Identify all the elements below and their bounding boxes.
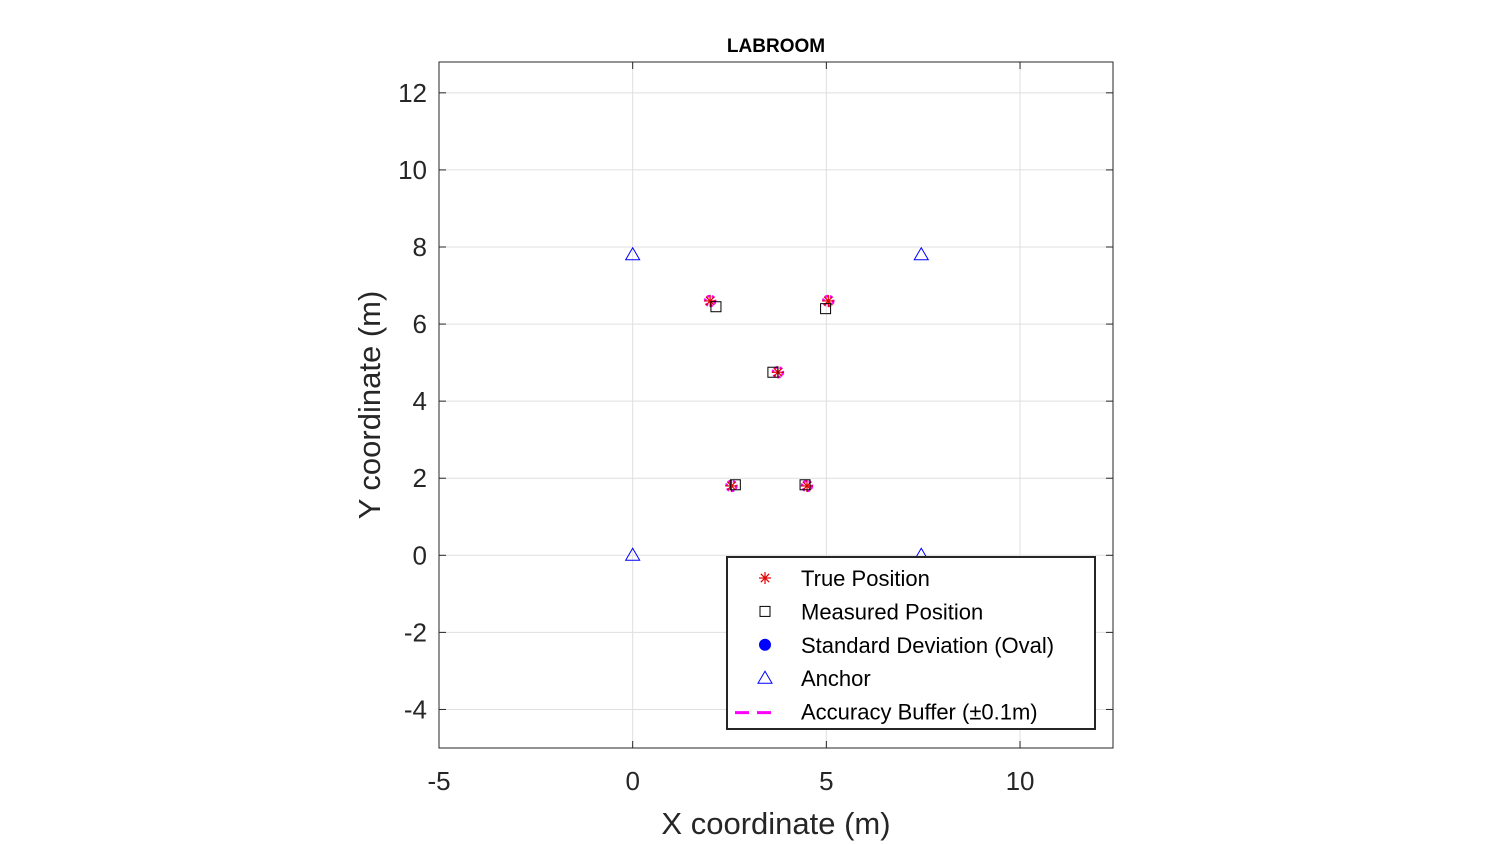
- y-tick-label: 0: [413, 540, 427, 570]
- y-tick-label: 10: [398, 155, 427, 185]
- x-tick-label: -5: [427, 766, 450, 796]
- x-axis-label: X coordinate (m): [661, 806, 890, 841]
- data-series: [624, 246, 930, 561]
- y-tick-label: 2: [413, 463, 427, 493]
- legend-entry: Anchor: [757, 666, 871, 691]
- legend-square-icon: [759, 605, 771, 617]
- asterisk-stroke: [726, 481, 737, 491]
- asterisk-stroke: [760, 573, 770, 583]
- legend-triangle-icon: [757, 670, 773, 684]
- triangle-point: [624, 246, 641, 261]
- legend: True Position Measured Position Standard D…: [726, 556, 1096, 730]
- y-tick-label: 6: [413, 309, 427, 339]
- legend-entry: Measured Position: [759, 599, 983, 624]
- legend-asterisk-icon: [759, 572, 771, 584]
- legend-label: Anchor: [801, 666, 871, 691]
- axes-box: [438, 61, 1114, 749]
- axis-ticks: -5 0 5 10 -4 -2 0 2 4 6 8 10 12: [398, 62, 1113, 796]
- legend-label: Accuracy Buffer (±0.1m): [801, 700, 1038, 725]
- square-point: [820, 303, 832, 315]
- legend-entry: Accuracy Buffer (±0.1m): [735, 700, 1038, 725]
- legend-label: Measured Position: [801, 599, 983, 624]
- square-point: [767, 366, 779, 378]
- square-point: [710, 301, 722, 313]
- y-tick-label: 12: [398, 78, 427, 108]
- legend-filled-circle-icon: [759, 638, 771, 651]
- square-point: [729, 479, 741, 491]
- x-tick-label: 10: [1006, 766, 1035, 796]
- series-measured-position: [710, 301, 832, 491]
- legend-label: Standard Deviation (Oval): [801, 633, 1054, 658]
- legend-label: True Position: [801, 566, 930, 591]
- triangle-point: [624, 547, 641, 561]
- y-tick-label: -2: [404, 617, 427, 647]
- asterisk-point: [704, 294, 717, 307]
- x-tick-label: 5: [819, 766, 833, 796]
- asterisk-stroke: [705, 296, 715, 306]
- series-anchor: [624, 246, 930, 561]
- x-tick-label: 0: [625, 766, 639, 796]
- square-point: [799, 479, 811, 491]
- chart-title: LABROOM: [727, 36, 825, 57]
- legend-entry: True Position: [759, 566, 930, 591]
- triangle-point: [913, 246, 930, 261]
- legend-box: [726, 556, 1096, 730]
- legend-entry: Standard Deviation (Oval): [759, 633, 1054, 658]
- y-axis-label: Y coordinate (m): [352, 291, 387, 520]
- y-tick-label: 4: [413, 386, 427, 416]
- y-tick-label: 8: [413, 232, 427, 262]
- series-accuracy-buffer: [703, 294, 835, 493]
- y-tick-label: -4: [404, 694, 427, 724]
